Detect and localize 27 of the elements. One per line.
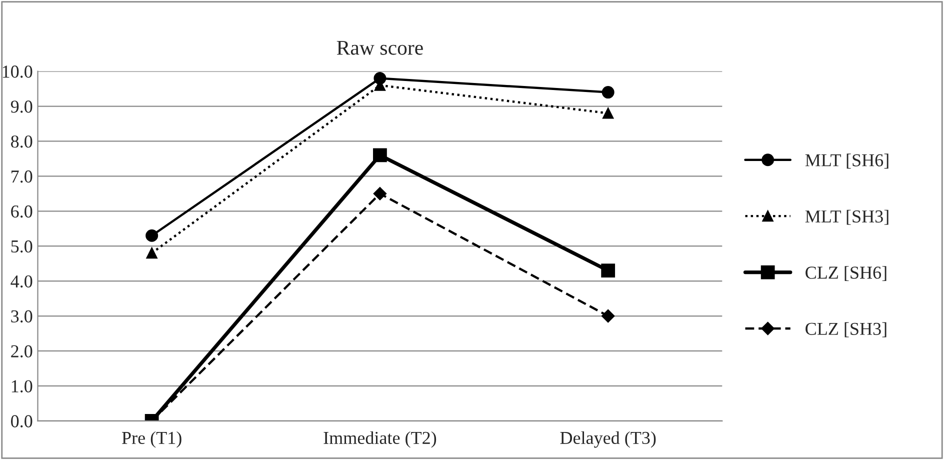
y-tick-label: 4.0 [10,275,32,288]
x-tick-label: Immediate (T2) [324,431,436,448]
y-tick-label: 6.0 [11,205,32,218]
point [373,187,387,200]
point [601,264,616,278]
y-tick-label: 0.0 [11,415,32,428]
legend-label: MLT [SH3] [805,210,888,225]
point [146,248,158,259]
chart-title: Raw score [336,40,423,55]
y-tick-label: 3.0 [11,310,32,323]
y-tick-label: 9.0 [10,100,32,113]
point [373,148,387,162]
y-tick-label: 7.0 [12,170,32,183]
y-tick-label: 5.0 [11,240,32,253]
legend-label: CLZ [SH3] [806,322,886,338]
y-tick-label: 10.0 [2,66,32,78]
legend-label: CLZ [SH6] [806,266,886,282]
point [146,229,158,242]
x-tick-label: Delayed (T3) [560,431,656,448]
y-tick-label: 8.0 [11,135,32,148]
point [602,309,615,323]
y-tick-label: 2.0 [11,345,32,358]
point [602,86,614,99]
point [602,108,614,119]
legend-label: MLT [SH6] [805,154,888,169]
y-tick-label: 1.0 [12,380,32,392]
x-tick-label: Pre (T1) [122,431,182,448]
